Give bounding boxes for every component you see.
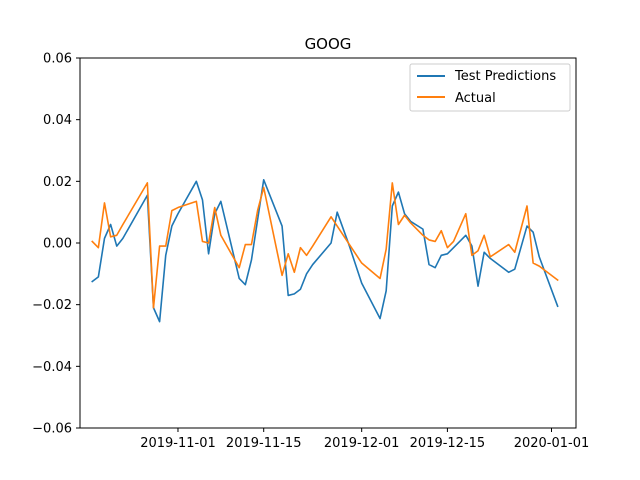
y-tick-label: 0.06 xyxy=(43,52,72,67)
x-tick-label: 2020-01-01 xyxy=(514,436,590,451)
x-tick-label: 2019-11-15 xyxy=(226,436,302,451)
series-layer xyxy=(91,178,559,323)
series-line-test-predictions xyxy=(91,178,559,323)
x-axis: 2019-11-01 2019-11-15 2019-12-01 2019-12-15… xyxy=(140,428,589,451)
legend-label-actual: Actual xyxy=(455,91,496,106)
y-tick-label: 0.00 xyxy=(43,237,72,252)
y-tick-label: −0.06 xyxy=(32,422,72,437)
y-tick-label: 0.02 xyxy=(43,175,72,190)
legend: Test Predictions Actual xyxy=(409,63,571,112)
x-tick-label: 2019-11-01 xyxy=(140,436,216,451)
y-tick-label: −0.02 xyxy=(32,298,72,313)
y-tick-label: −0.04 xyxy=(32,360,72,375)
x-tick-label: 2019-12-01 xyxy=(324,436,400,451)
y-axis: −0.06 −0.04 −0.02 0.00 0.02 0.04 0.06 xyxy=(32,52,80,437)
y-tick-label: 0.04 xyxy=(43,113,72,128)
legend-label-test-predictions: Test Predictions xyxy=(454,69,556,84)
plot-frame xyxy=(79,57,577,429)
x-tick-label: 2019-12-15 xyxy=(410,436,486,451)
legend-box xyxy=(409,63,571,112)
series-line-actual xyxy=(91,182,559,309)
chart-title: GOOG xyxy=(305,35,352,53)
